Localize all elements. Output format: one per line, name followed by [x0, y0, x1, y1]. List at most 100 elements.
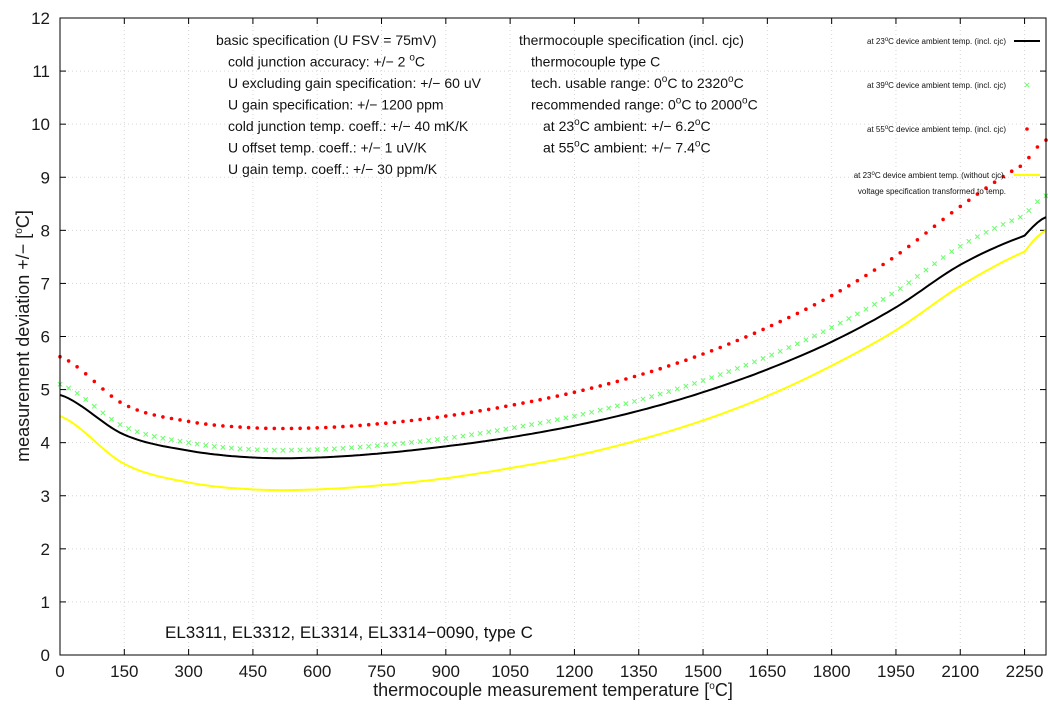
series-point: [941, 217, 945, 222]
series-point: [408, 439, 415, 446]
series-point: [700, 378, 706, 384]
series-point: [615, 379, 620, 384]
series-point: [324, 425, 328, 430]
series-point: [804, 307, 808, 312]
series-point: [631, 398, 638, 404]
y-tick-label: 11: [32, 62, 50, 81]
series-point: [143, 431, 149, 437]
series-point: [760, 355, 766, 361]
series-point: [787, 315, 791, 320]
series-point: [889, 291, 895, 297]
series-point: [444, 414, 448, 418]
series-point: [228, 445, 235, 451]
series-point: [966, 238, 972, 244]
series-point: [632, 374, 637, 379]
series-point: [931, 261, 938, 267]
series-point: [598, 384, 602, 388]
x-tick-label: 300: [174, 662, 202, 681]
series-point: [143, 411, 148, 415]
series-point: [761, 327, 765, 332]
series-point: [101, 387, 105, 391]
series-point: [443, 435, 449, 441]
series-point: [494, 427, 500, 434]
series-point: [238, 425, 242, 429]
series-point: [580, 411, 586, 417]
series-point: [160, 435, 166, 441]
legend-cross: [1024, 82, 1030, 88]
series-point: [178, 418, 182, 422]
series-point: [880, 296, 886, 302]
series-point: [701, 352, 705, 356]
series-point: [375, 422, 380, 426]
series-point: [794, 341, 800, 347]
series-point: [1027, 155, 1031, 160]
series-layer: [57, 138, 1048, 492]
series-point: [597, 407, 603, 413]
series-point: [846, 316, 852, 322]
series-point: [967, 198, 971, 203]
series-point: [606, 381, 611, 386]
y-tick-label: 3: [41, 487, 50, 506]
series-point: [426, 416, 431, 421]
basic-spec-line: U excluding gain specification: +/− 60 u…: [228, 75, 482, 91]
series-point: [546, 418, 552, 424]
series-point: [186, 440, 192, 446]
basic-specification-annotation: basic specification (U FSV = 75mV) cold j…: [216, 32, 482, 177]
series-point: [871, 301, 878, 307]
series-point: [237, 446, 243, 452]
basic-spec-line: cold junction accuracy: +/− 2 oC: [228, 53, 425, 70]
series-point: [726, 369, 732, 375]
y-tick-label: 8: [41, 221, 50, 240]
x-tick-label: 2250: [1006, 662, 1044, 681]
y-tick-label: 4: [41, 434, 50, 453]
series-point: [640, 396, 646, 402]
series-point: [263, 447, 269, 453]
series-point: [341, 424, 345, 429]
series-point: [847, 284, 851, 288]
y-tick-label: 1: [41, 593, 50, 612]
series-point: [521, 401, 525, 405]
series-point: [658, 366, 662, 371]
series-point: [709, 375, 715, 381]
y-tick-label: 7: [41, 274, 50, 293]
series-point: [829, 293, 834, 298]
series-point: [589, 409, 595, 415]
x-axis-label: thermocouple measurement temperature [oC…: [373, 680, 733, 700]
series-point: [718, 345, 722, 350]
legend-label: at 23oC device ambient temp. (without cj…: [854, 171, 1006, 180]
series-point: [400, 440, 406, 446]
legend-label: at 39oC device ambient temp. (incl. cjc): [867, 81, 1006, 90]
x-tick-label: 0: [55, 662, 64, 681]
series-point: [409, 418, 414, 423]
series-point: [546, 396, 551, 400]
series-point: [855, 278, 860, 283]
series-point: [717, 372, 723, 378]
series-point: [331, 446, 337, 452]
series-point: [914, 273, 920, 280]
series-point: [91, 403, 97, 409]
series-point: [117, 422, 123, 428]
series-point: [195, 421, 199, 425]
series-point: [744, 335, 748, 339]
series-point: [74, 390, 80, 396]
thermocouple-specification-annotation: thermocouple specification (incl. cjc) th…: [519, 32, 758, 156]
series-point: [108, 416, 114, 422]
series-point: [66, 385, 72, 391]
basic-spec-line: U gain temp. coeff.: +/− 30 ppm/K: [228, 161, 438, 177]
series-point: [812, 303, 817, 307]
series-point: [1001, 174, 1005, 179]
series-point: [417, 438, 423, 445]
series-point: [915, 238, 920, 242]
series-point: [66, 359, 71, 363]
legend-label: at 55oC device ambient temp. (incl. cjc): [867, 125, 1006, 134]
x-tick-label: 1950: [877, 662, 915, 681]
series-point: [281, 426, 285, 431]
series-point: [126, 404, 131, 409]
series-point: [272, 426, 277, 431]
legend-dot: [1025, 127, 1029, 131]
legend: at 23oC device ambient temp. (incl. cjc)…: [854, 37, 1040, 196]
series-point: [83, 372, 88, 376]
series-point: [254, 447, 260, 453]
x-tick-label: 450: [239, 662, 267, 681]
x-tick-label: 1200: [556, 662, 594, 681]
